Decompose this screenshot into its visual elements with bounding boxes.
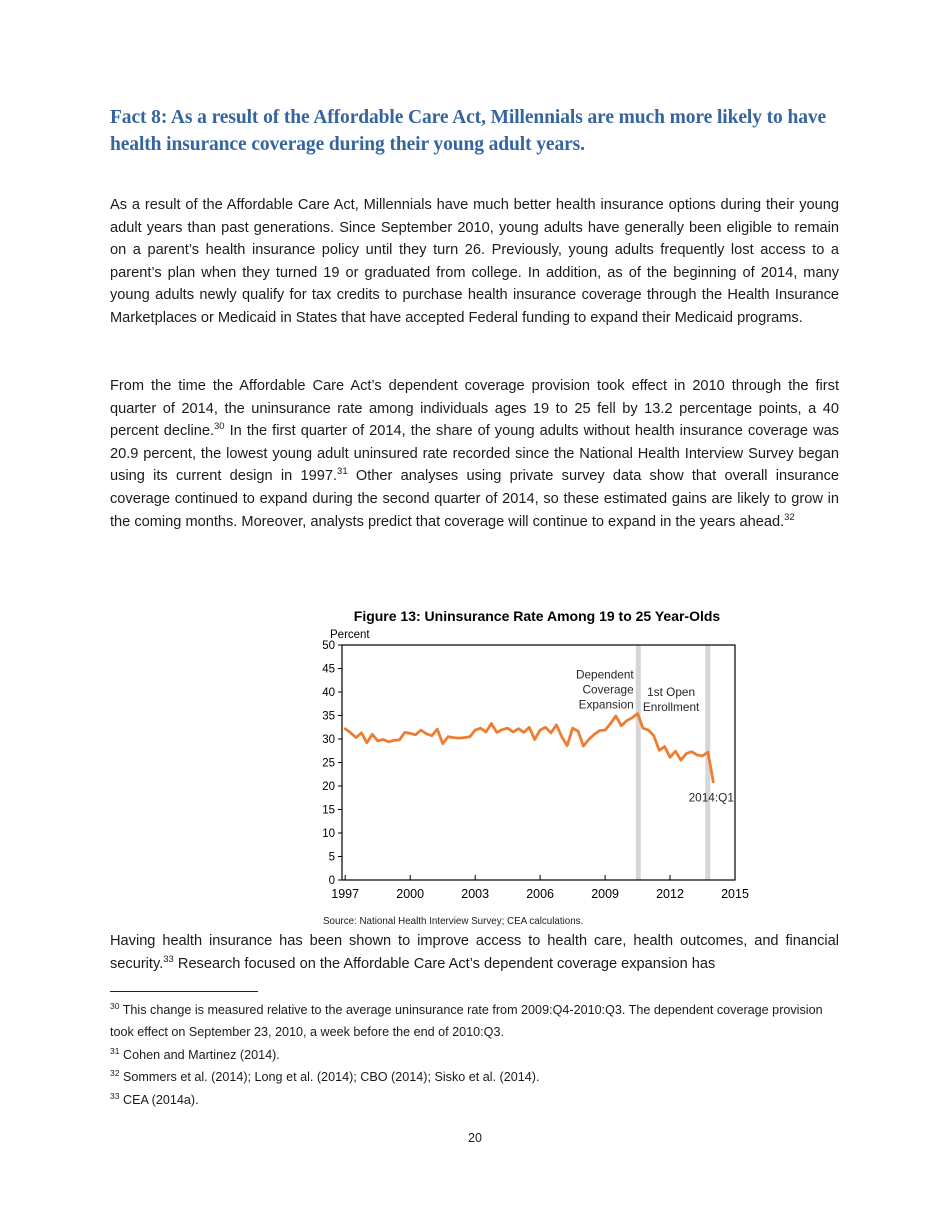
footnote-text: Cohen and Martinez (2014).	[119, 1047, 280, 1062]
footnote-30: 30 This change is measured relative to t…	[110, 999, 839, 1044]
footnote-number: 32	[110, 1068, 120, 1079]
svg-text:2003: 2003	[461, 887, 489, 901]
footnote-33: 33 CEA (2014a).	[110, 1089, 839, 1111]
footnote-reference-33: 33	[163, 953, 174, 965]
svg-text:0: 0	[329, 875, 335, 887]
page-number: 20	[468, 1131, 482, 1145]
footnote-number: 30	[110, 1000, 120, 1011]
svg-text:40: 40	[322, 687, 335, 699]
paragraph-3-text: Research focused on the Affordable Care …	[173, 955, 716, 972]
footnote-reference-32: 32	[784, 511, 795, 523]
footnote-text: CEA (2014a).	[119, 1092, 199, 1107]
section-heading: Fact 8: As a result of the Affordable Ca…	[110, 107, 827, 155]
svg-text:1997: 1997	[331, 887, 359, 901]
footnote-number: 31	[110, 1045, 120, 1056]
svg-text:45: 45	[322, 664, 335, 676]
figure-title: Figure 13: Uninsurance Rate Among 19 to …	[353, 608, 721, 624]
svg-text:25: 25	[322, 758, 335, 770]
svg-text:2000: 2000	[396, 887, 424, 901]
svg-text:2014:Q1: 2014:Q1	[689, 791, 734, 805]
figure-13: Figure 13: Uninsurance Rate Among 19 to …	[290, 606, 760, 931]
paragraph-1-text: As a result of the Affordable Care Act, …	[110, 197, 839, 326]
figure-chart-svg: Percent 0 5 10 15 20 25 30 35 40 45 50 1997 2000 2003…	[322, 629, 749, 927]
footnotes-block: 30 This change is measured relative to t…	[110, 999, 839, 1111]
svg-text:15: 15	[322, 805, 335, 817]
footnote-text: This change is measured relative to the …	[110, 1003, 823, 1040]
svg-text:50: 50	[322, 640, 335, 652]
paragraph-1: As a result of the Affordable Care Act, …	[110, 194, 839, 330]
svg-text:10: 10	[322, 828, 335, 840]
svg-text:35: 35	[322, 711, 335, 723]
svg-text:30: 30	[322, 734, 335, 746]
paragraph-2-text: In the first quarter of 2014, the share …	[110, 423, 839, 485]
svg-text:2015: 2015	[721, 887, 749, 901]
paragraph-2-text: From the time the Affordable Care Act’s …	[110, 378, 839, 440]
paragraph-3: Having health insurance has been shown t…	[110, 930, 839, 975]
chart-plot-area: 0 5 10 15 20 25 30 35 40 45 50 1997 2000 2003 2006 2009…	[322, 640, 749, 901]
svg-text:2009: 2009	[591, 887, 619, 901]
paragraph-3-text: Having health insurance has been shown t…	[110, 933, 839, 972]
paragraph-2: From the time the Affordable Care Act’s …	[110, 375, 839, 533]
svg-text:5: 5	[329, 852, 335, 864]
svg-text:20: 20	[322, 781, 335, 793]
svg-text:2006: 2006	[526, 887, 554, 901]
svg-text:2012: 2012	[656, 887, 684, 901]
footnote-number: 33	[110, 1090, 120, 1101]
footnote-reference-31: 31	[337, 466, 348, 478]
footnote-text: Sommers et al. (2014); Long et al. (2014…	[119, 1070, 540, 1085]
footnote-31: 31 Cohen and Martinez (2014).	[110, 1044, 839, 1066]
y-axis-unit-label: Percent	[330, 629, 370, 641]
footnote-separator	[110, 991, 258, 992]
footnote-32: 32 Sommers et al. (2014); Long et al. (2…	[110, 1066, 839, 1088]
chart-source-note: Source: National Health Interview Survey…	[323, 916, 583, 927]
footnote-reference-30: 30	[214, 421, 225, 433]
paragraph-2-text: Other analyses using private survey data…	[110, 468, 839, 530]
